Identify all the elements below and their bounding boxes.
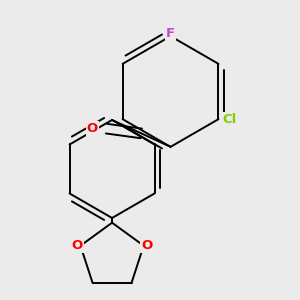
Text: O: O xyxy=(87,122,98,135)
Text: F: F xyxy=(166,26,175,40)
Text: O: O xyxy=(72,239,83,252)
Text: Cl: Cl xyxy=(222,113,237,126)
Text: O: O xyxy=(141,239,152,252)
